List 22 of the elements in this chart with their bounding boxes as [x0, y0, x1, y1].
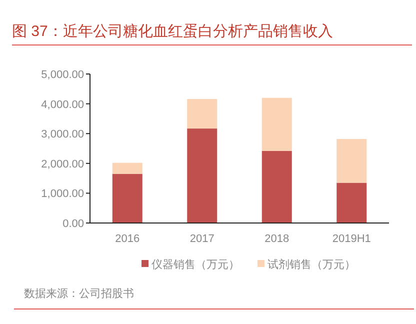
bar — [112, 162, 142, 174]
legend-label: 仪器销售（万元） — [152, 259, 240, 271]
y-tick-label: 2,000.00 — [41, 158, 84, 170]
bar — [336, 182, 367, 223]
legend-label: 试剂销售（万元） — [268, 258, 356, 271]
x-tick-label: 2019H1 — [332, 233, 371, 245]
y-tick-label: 3,000.00 — [41, 128, 84, 141]
bar — [187, 99, 218, 129]
y-tick-label: 5,000.00 — [41, 69, 84, 81]
bar — [262, 98, 292, 151]
y-tick-label: 0.00 — [62, 218, 84, 230]
x-tick-label: 2018 — [264, 233, 290, 245]
chart-title: 图 37：近年公司糖化血红蛋白分析产品销售收入 — [12, 23, 333, 40]
bar — [187, 128, 218, 223]
bar — [336, 138, 367, 183]
bar — [262, 150, 292, 223]
x-tick-label: 2017 — [190, 233, 214, 245]
bar — [112, 174, 142, 223]
y-tick-label: 1,000.00 — [41, 188, 84, 200]
y-tick-label: 4,000.00 — [41, 98, 84, 111]
source-note: 数据来源：公司招股书 — [24, 287, 134, 300]
x-tick-label: 2016 — [115, 233, 140, 245]
